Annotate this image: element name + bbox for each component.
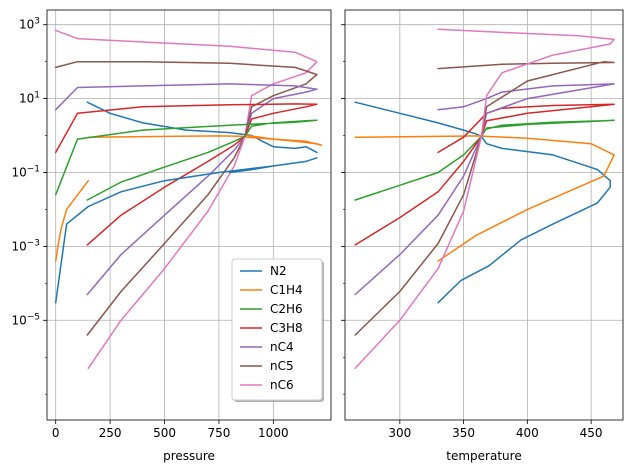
series-line-nC5	[86, 135, 246, 336]
legend-label: C1H4	[270, 283, 303, 297]
series-line-N2	[54, 157, 318, 304]
legend-box	[231, 258, 323, 401]
x-tick-label: 750	[207, 426, 230, 440]
x-tick-label: 400	[516, 426, 539, 440]
series-group	[354, 28, 615, 370]
x-tick-label: 450	[580, 426, 603, 440]
legend-label: C2H6	[270, 302, 303, 316]
series-line-nC6	[87, 135, 246, 370]
series-line-C1H4	[54, 179, 90, 262]
x-tick-label: 250	[99, 426, 122, 440]
x-tick-label: 350	[452, 426, 475, 440]
series-line-C3H8	[354, 103, 615, 246]
y-tick-label: 10−5	[11, 312, 40, 327]
series-line-N2	[354, 101, 611, 304]
panel-right: 300 350 400 450 temperature	[341, 9, 624, 463]
legend-label: nC4	[270, 340, 294, 354]
axes-frame	[46, 9, 332, 421]
legend-label: nC6	[270, 378, 294, 392]
series-line-C2H6	[54, 119, 318, 196]
series-line-nC4	[54, 83, 318, 138]
x-tick-label: 500	[153, 426, 176, 440]
y-tick-label: 10−3	[11, 238, 40, 253]
series-line-nC6	[54, 29, 318, 138]
series-line-C1H4	[354, 135, 615, 262]
series-line-C2H6	[86, 135, 246, 201]
series-line-nC4	[86, 135, 246, 296]
panel-left: 0 250 500 750 1000 103 101 10−1 10−3 10−5 pressure	[11, 9, 332, 463]
series-line-C1H4	[246, 134, 322, 146]
legend-label: nC5	[270, 359, 294, 373]
series-line-C3H8	[54, 103, 318, 154]
series-line-nC5	[354, 60, 615, 336]
legend-label: C3H8	[270, 321, 303, 335]
x-tick-label: 300	[388, 426, 411, 440]
series-line-nC6	[354, 28, 615, 370]
y-tick-label: 103	[19, 17, 40, 32]
series-line-C3H8	[86, 135, 246, 246]
x-tick-label: 1000	[258, 426, 289, 440]
legend-label: N2	[270, 264, 287, 278]
y-tick-label: 101	[19, 91, 40, 106]
x-axis-label: temperature	[446, 449, 521, 463]
y-tick-label: 10−1	[11, 164, 40, 179]
x-axis-label: pressure	[163, 449, 215, 463]
series-line-nC5	[54, 60, 318, 138]
series-line-C2H6	[354, 119, 615, 201]
legend: N2 C1H4 C2H6 C3H8 nC4 nC5 nC6	[231, 258, 324, 402]
series-group	[54, 29, 322, 370]
x-tick-label: 0	[52, 426, 60, 440]
axes-frame	[344, 9, 624, 421]
